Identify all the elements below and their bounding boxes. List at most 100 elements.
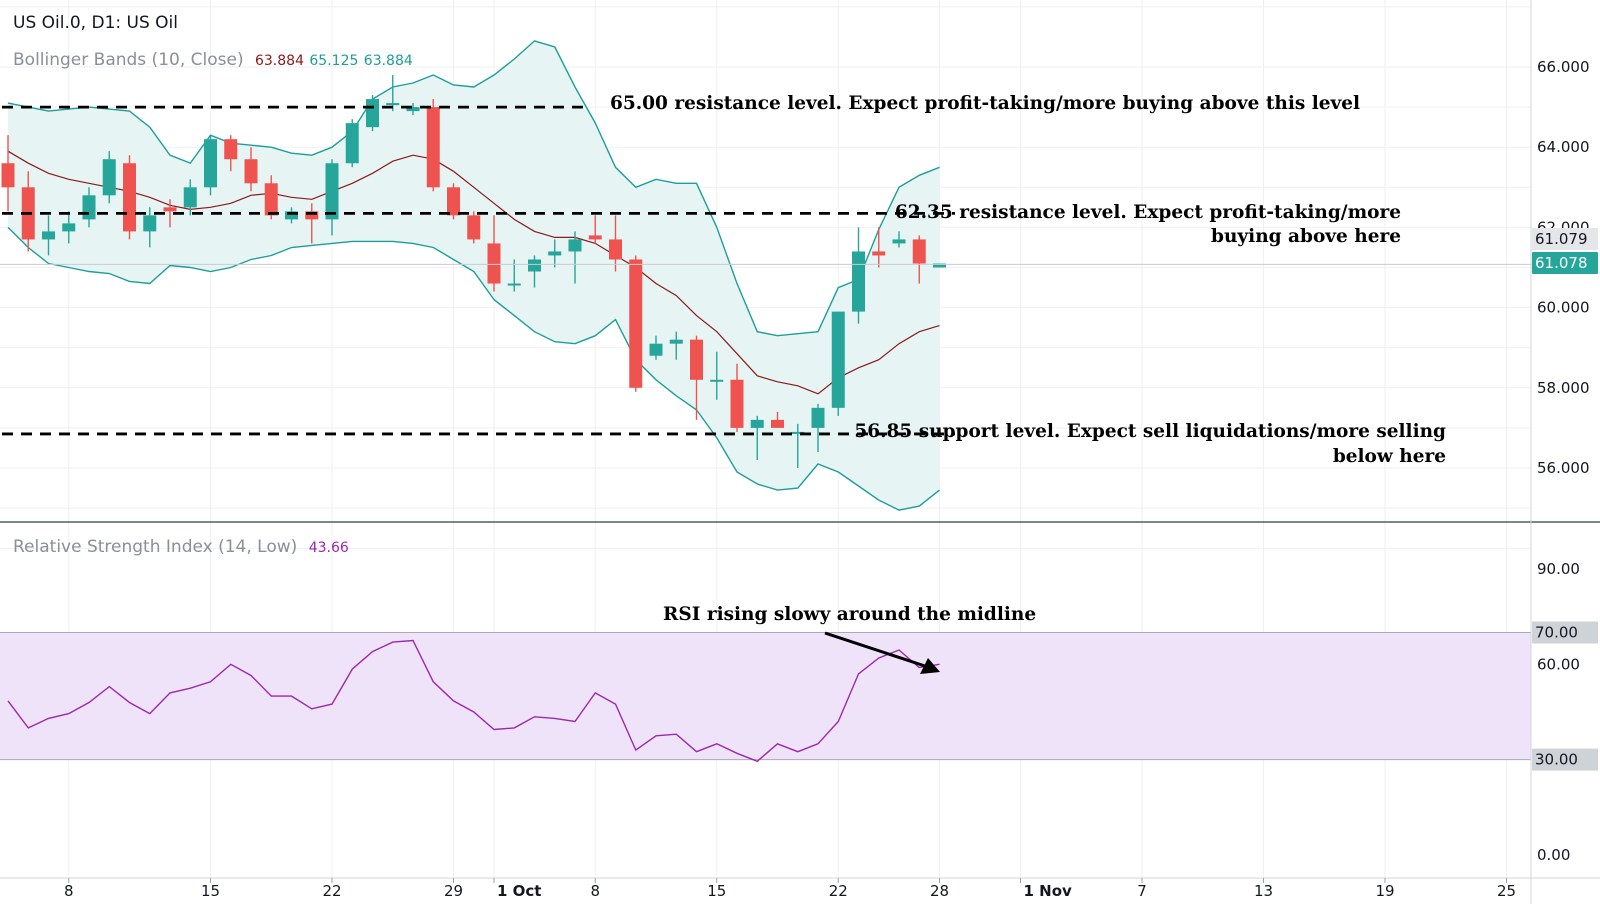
candle — [163, 199, 177, 228]
time-tick-label: 19 — [1375, 882, 1394, 900]
price-tag-last-bg — [1532, 252, 1598, 274]
candle — [568, 231, 582, 284]
symbol-title: US Oil.0, D1: US Oil — [13, 13, 178, 33]
candle-body — [690, 339, 703, 380]
rsi-tag-70-bg — [1532, 621, 1598, 644]
candle-body — [143, 215, 157, 232]
price-tick-label: 58.000 — [1537, 379, 1590, 397]
annotation-support-5685-line2: below here — [1333, 446, 1446, 467]
time-tick-label: 1 Oct — [497, 882, 541, 900]
candle-body — [872, 251, 886, 256]
bb-upper-value: 65.125 — [309, 53, 359, 69]
candle — [345, 119, 359, 168]
candle — [730, 363, 744, 432]
candle — [771, 411, 784, 428]
annotation-support-5685-line1: 56.85 support level. Expect sell liquida… — [854, 421, 1446, 442]
candle-body — [62, 223, 76, 232]
candle — [588, 215, 602, 244]
rsi-tick-label: 90.00 — [1537, 560, 1580, 578]
candle — [325, 159, 339, 236]
candle-body — [305, 211, 319, 220]
candle — [204, 135, 217, 196]
candle-body — [852, 251, 865, 312]
rsi-tag-30-text: 30.00 — [1535, 751, 1578, 769]
time-tick-label: 15 — [201, 882, 220, 900]
candle-body — [386, 103, 400, 106]
candle-body — [750, 419, 764, 428]
rsi-tag-30: 30.00 — [1532, 748, 1598, 771]
candle-body — [204, 139, 217, 188]
rsi-tick-label: 0.00 — [1537, 846, 1570, 864]
bollinger-bands — [7, 40, 940, 511]
annotation-resistance-6235-line1: 62.35 resistance level. Expect profit-ta… — [895, 202, 1401, 223]
candle — [892, 231, 906, 248]
bollinger-legend: Bollinger Bands (10, Close) 63.884 65.12… — [13, 50, 413, 70]
annotation-resistance-6235-line2: buying above here — [1211, 226, 1401, 247]
price-tick-label: 56.000 — [1537, 459, 1590, 477]
candle-body — [811, 407, 825, 428]
candle-body — [528, 259, 541, 272]
candle-body — [831, 311, 845, 408]
candle — [366, 95, 379, 132]
candle-body — [285, 211, 298, 220]
candle — [426, 99, 440, 192]
candle — [62, 211, 76, 244]
candle — [406, 103, 420, 116]
candle-body — [548, 251, 562, 256]
price-tag-last-text: 61.078 — [1535, 254, 1588, 272]
candle-body — [588, 235, 602, 240]
candle-body — [669, 339, 683, 344]
band-lower-line — [7, 226, 940, 511]
candle-body — [102, 159, 116, 196]
rsi-line — [7, 639, 940, 763]
candle-body — [163, 207, 177, 212]
candle-body — [426, 107, 440, 188]
time-tick-label: 22 — [322, 882, 341, 900]
candle-body — [629, 259, 643, 388]
band-basis-line — [7, 150, 940, 395]
candles — [1, 75, 946, 468]
candle — [629, 255, 643, 392]
rsi-note-arrow — [824, 631, 940, 674]
candle-body — [487, 243, 501, 284]
candle-body — [123, 163, 136, 232]
candle — [42, 215, 55, 256]
candle — [750, 415, 764, 460]
candle-body — [366, 99, 379, 128]
candle — [690, 335, 703, 420]
rsi-label: Relative Strength Index (14, Low) — [13, 537, 298, 557]
candle — [244, 147, 258, 192]
candle — [609, 215, 622, 272]
candle-body — [325, 163, 339, 220]
candle — [123, 155, 136, 240]
candle — [305, 203, 319, 244]
candle-body — [710, 379, 724, 382]
candle — [285, 207, 298, 224]
bb-lower-value: 63.884 — [363, 53, 413, 69]
time-tick-label: 15 — [707, 882, 726, 900]
candle — [1, 135, 15, 212]
rsi-tag-70-text: 70.00 — [1535, 624, 1578, 642]
time-tick-label: 13 — [1254, 882, 1273, 900]
candle — [183, 179, 197, 216]
candle-body — [730, 379, 744, 428]
price-tick-label: 66.000 — [1537, 58, 1590, 76]
price-tag-prev-text: 61.079 — [1535, 230, 1588, 248]
time-tick-label: 22 — [829, 882, 848, 900]
candle-body — [345, 123, 359, 164]
candle-body — [82, 195, 96, 220]
candle-body — [42, 231, 55, 240]
candle — [102, 151, 116, 204]
candle-body — [244, 159, 258, 184]
candle — [143, 207, 157, 248]
candle-body — [912, 239, 926, 264]
candle — [649, 335, 663, 360]
candle — [487, 215, 501, 292]
candle-body — [933, 263, 946, 268]
time-tick-label: 7 — [1137, 882, 1147, 900]
candle-body — [447, 187, 460, 216]
candle-body — [406, 107, 420, 112]
candle-body — [649, 343, 663, 356]
